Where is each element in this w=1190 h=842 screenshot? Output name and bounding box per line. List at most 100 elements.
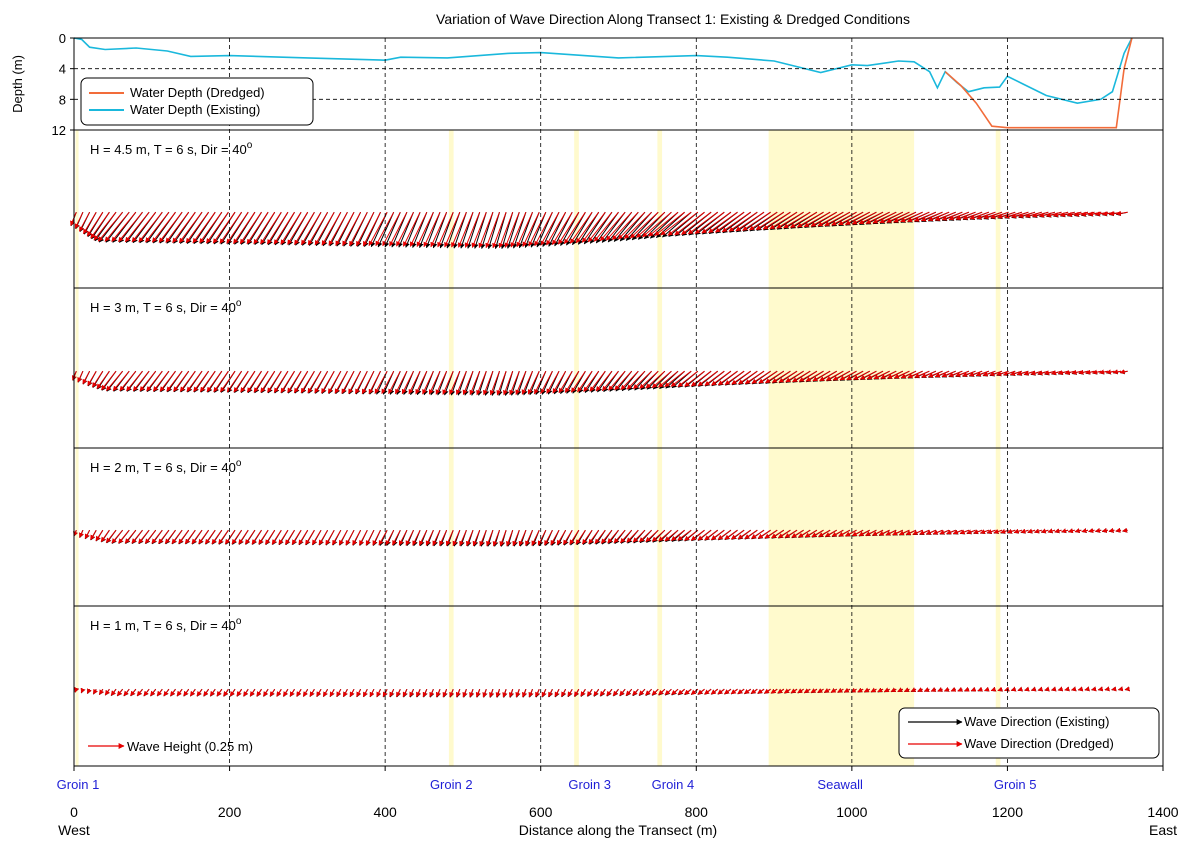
wave-arrow-dredged [432,529,441,546]
wave-arrow-dredged [697,529,712,541]
wave-arrow-dredged [307,211,329,246]
wave-arrow-dredged [138,529,150,544]
wave-arrow-dredged [997,686,1003,692]
depth-series-existing [73,37,1133,105]
wave-arrow-dredged [118,211,143,243]
x-tick-label-1: 200 [218,804,242,820]
wave-arrow-dredged [704,370,725,386]
wave-arrow-dredged [527,370,540,395]
wave-arrow-dredged [389,211,408,247]
wave-arrow-dredged [305,529,315,546]
wave-arrow-dredged [522,211,540,247]
wave-arrow-dredged [737,529,751,540]
wave-arrow-dredged [710,688,718,695]
structure-label-4: Seawall [817,777,863,792]
wave-arrow-dredged [810,211,837,227]
wave-arrow-dredged [132,370,150,392]
wave-arrow-dredged [1067,528,1075,534]
wave-arrow-dredged [608,370,626,391]
wave-arrow-dredged [724,529,738,540]
wave-arrow-dredged [687,211,718,235]
wave-arrow-dredged [690,688,699,695]
wave-arrow-dredged [405,529,414,546]
wave-arrow-dredged [239,211,262,245]
wave-arrow-dredged [605,211,633,241]
wave-arrow-dredged [547,688,553,698]
wave-arrow-dredged [541,688,547,698]
wave-arrow-dredged [1051,686,1057,692]
wave-arrow-dredged [123,688,130,697]
wave-arrow-dredged [1115,210,1128,216]
structure-label-5: Groin 5 [994,777,1037,792]
wave-arrow-dredged [1020,528,1029,534]
wave-arrow-dredged [185,211,210,244]
wave-arrow-dredged [1081,528,1089,533]
wave-arrow-dredged [658,529,672,542]
wave-arrow-dredged [455,689,461,698]
wave-arrow-dredged [378,529,388,546]
wave-arrow-dredged [260,370,276,393]
wave-arrow-dredged [136,688,143,697]
wave-arrow-dredged [1054,528,1062,534]
wave-arrow-dredged [179,370,196,392]
wave-arrow-dredged [425,529,434,546]
wave-arrow-dredged [757,529,771,539]
wave-arrow-dredged [550,529,560,546]
wave-arrow-dredged [354,370,368,395]
x-tick-label-6: 1200 [992,804,1023,820]
wave-arrow-dredged [293,370,309,394]
wave-arrow-dredged [626,529,639,543]
wave-arrow-dredged [537,529,547,546]
wave-arrow-dredged [173,370,190,392]
wave-arrow-dredged [260,211,282,245]
wave-arrow-dredged [352,529,362,546]
wave-direction-legend: Wave Direction (Existing) Wave Direction… [898,707,1160,759]
wave-arrow-dredged [630,211,659,239]
wave-arrow-dredged [231,529,243,545]
wave-arrow-dredged [112,370,130,392]
wave-arrow-dredged [226,211,249,244]
wave-arrow-dredged [844,211,870,225]
wave-arrow-dredged [193,370,210,393]
wave-arrow-dredged [139,370,157,392]
wave-arrow-dredged [334,370,348,394]
wave-arrow-dredged [1104,686,1110,692]
wave-arrow-dredged [599,211,626,242]
wave-arrow-dredged [271,529,282,545]
wave-arrow-dredged [554,688,560,698]
wave-arrow-dredged [823,688,831,693]
wave-arrow-dredged [677,529,692,541]
wave-arrow-dredged [521,370,533,395]
wave-arrow-dredged [611,211,639,241]
wave-arrow-dredged [342,211,362,247]
depth-tick-label-2: 8 [59,92,66,107]
wave-arrow-dredged [429,688,434,698]
wave-arrow-dredged [731,370,751,385]
wave-panel-0: H = 4.5 m, T = 6 s, Dir = 40o [70,140,1128,250]
wave-arrow-dredged [863,687,870,693]
wave-arrow-dredged [819,370,837,382]
wave-arrow-dredged [1119,369,1128,375]
plot-border [73,37,1164,767]
wave-arrow-dredged [804,529,818,538]
wave-arrow-dredged [388,370,401,395]
wave-arrow-dredged [710,529,725,541]
wave-arrow-dredged [158,211,183,243]
wave-arrow-dredged [750,688,758,694]
wave-arrow-dredged [314,370,329,394]
wave-arrow-dredged [797,529,811,538]
wave-arrow-dredged [209,688,216,697]
depth-tick-label-0: 0 [59,31,66,46]
wave-arrow-dredged [264,529,276,545]
wave-arrow-dredged [636,211,666,238]
structure-label-1: Groin 2 [430,777,473,792]
wave-arrow-dredged [704,529,718,541]
x-tick-label-4: 800 [685,804,709,820]
wave-arrow-dredged [449,371,461,395]
wave-arrow-dredged [930,687,937,692]
wave-arrow-dredged [509,371,520,396]
wave-arrow-dredged [422,370,434,395]
wave-arrow-dredged [307,370,322,394]
wave-arrow-dredged [764,370,785,384]
wave-arrow-dredged [783,211,811,229]
